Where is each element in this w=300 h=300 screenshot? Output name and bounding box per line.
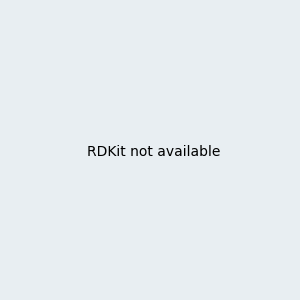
Text: RDKit not available: RDKit not available bbox=[87, 145, 220, 158]
